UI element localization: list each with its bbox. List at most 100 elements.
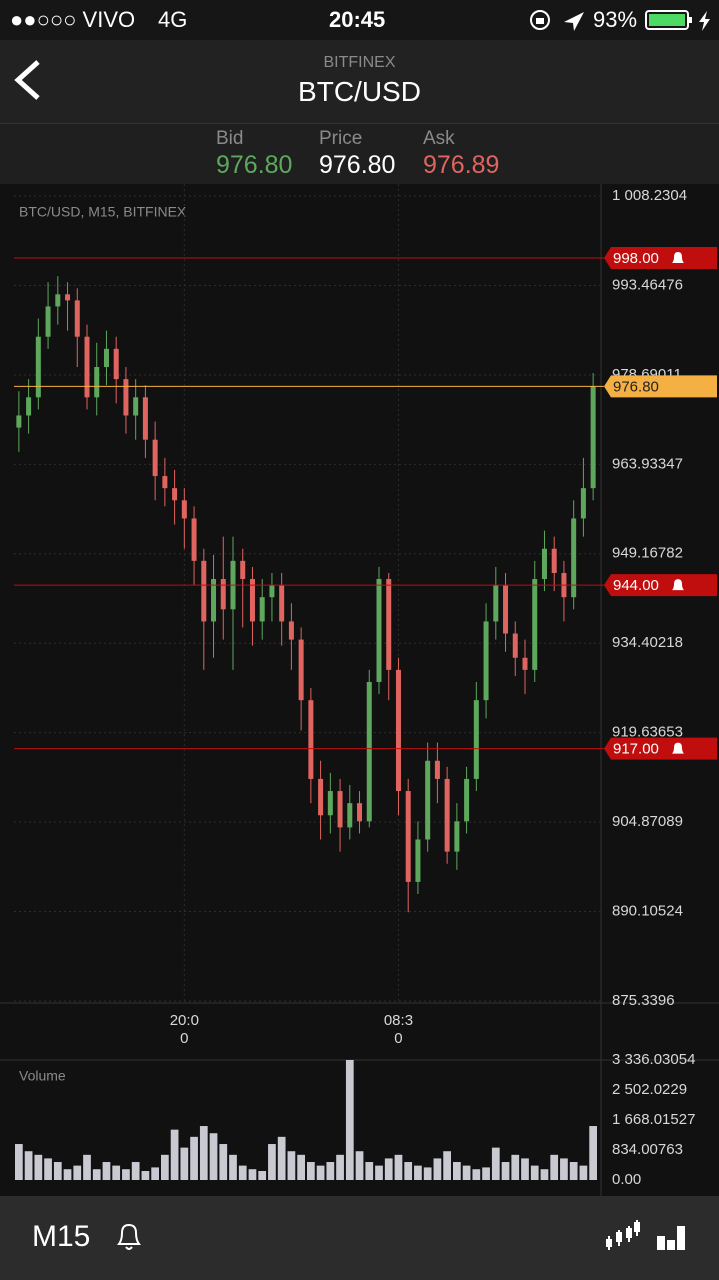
candle-body xyxy=(337,791,343,828)
y-tick-label: 2 502.0229 xyxy=(612,1081,687,1098)
candle-body xyxy=(35,336,41,398)
price: Price 976.80 xyxy=(319,128,395,180)
volume-bar xyxy=(15,1144,23,1180)
candle-body xyxy=(74,300,80,337)
volume-bar xyxy=(199,1126,208,1180)
volume-bar xyxy=(560,1158,568,1180)
candle-body xyxy=(172,488,178,501)
candle-body xyxy=(454,821,460,852)
candle-body xyxy=(181,500,187,519)
candle-body xyxy=(318,778,324,816)
volume-bar xyxy=(579,1165,588,1180)
volume-bar xyxy=(102,1162,111,1180)
volume-bar xyxy=(569,1162,578,1180)
price-tag-label: 917.00 xyxy=(613,741,659,758)
volume-bar xyxy=(404,1162,413,1180)
volume-bar xyxy=(248,1169,257,1180)
price-tag xyxy=(604,574,717,597)
price-tag xyxy=(604,375,717,398)
x-tick-label: 08:30 xyxy=(383,1012,414,1047)
nav-header: BITFINEX BTC/USD xyxy=(0,40,719,124)
volume-bar xyxy=(170,1129,179,1180)
volume-bar xyxy=(472,1169,481,1180)
volume-bar xyxy=(258,1171,267,1180)
y-tick-label: 963.93347 xyxy=(612,455,683,472)
volume-bar xyxy=(24,1151,33,1180)
volume-bar xyxy=(287,1151,296,1180)
candle-body xyxy=(415,839,421,882)
volume-bar xyxy=(345,1060,354,1180)
candle-body xyxy=(503,585,509,634)
y-tick-label: 1 008.2304 xyxy=(612,187,687,204)
battery-level: 93% xyxy=(593,7,638,32)
y-tick-label: 834.00763 xyxy=(612,1141,683,1158)
volume-bar xyxy=(326,1162,335,1180)
volume-bar xyxy=(141,1171,150,1180)
carrier: ●●○○○ VIVO xyxy=(10,7,136,32)
bid: Bid 976.80 xyxy=(216,128,292,180)
volume-bar xyxy=(44,1158,52,1180)
candle-body xyxy=(220,579,226,610)
candle-body xyxy=(434,760,440,779)
alert-icon xyxy=(672,742,684,754)
volume-bar xyxy=(268,1144,276,1180)
bid-value: 976.80 xyxy=(216,151,293,179)
y-tick-label: 1 668.01527 xyxy=(612,1111,695,1128)
volume-bar xyxy=(375,1165,383,1180)
candle-body xyxy=(298,639,304,701)
volume-bar xyxy=(384,1158,393,1180)
candle-body xyxy=(308,700,314,779)
candle-body xyxy=(249,579,255,622)
indicators-button[interactable] xyxy=(655,1222,687,1254)
candle-body xyxy=(357,803,363,822)
volume-bar xyxy=(83,1154,91,1180)
candle-body xyxy=(493,585,499,622)
battery-icon xyxy=(645,10,710,31)
volume-bar xyxy=(462,1165,471,1180)
volume-bar xyxy=(443,1151,451,1180)
price-tag-label: 944.00 xyxy=(613,577,659,594)
candle-body xyxy=(45,306,51,337)
chart-type-button[interactable] xyxy=(604,1218,644,1254)
volume-bar xyxy=(180,1147,189,1180)
volume-bar xyxy=(482,1167,490,1180)
network: 4G xyxy=(158,7,188,32)
candle-body xyxy=(512,633,518,658)
volume-bar xyxy=(229,1154,237,1180)
back-button[interactable] xyxy=(12,58,46,106)
candle-body xyxy=(103,348,109,368)
volume-bar xyxy=(316,1165,325,1180)
volume-bar xyxy=(122,1169,130,1180)
volume-bar xyxy=(530,1165,539,1180)
price-tag xyxy=(604,246,717,269)
ask: Ask 976.89 xyxy=(423,128,499,180)
price-tag-label: 976.80 xyxy=(613,378,659,395)
volume-bar xyxy=(73,1165,82,1180)
volume-bar xyxy=(433,1158,442,1180)
candle-body xyxy=(279,585,285,622)
bid-label: Bid xyxy=(216,128,244,149)
volume-bar xyxy=(521,1158,529,1180)
y-tick-label: 3 336.03054 xyxy=(612,1051,695,1068)
volume-bar xyxy=(219,1144,228,1180)
alert-button[interactable] xyxy=(112,1220,146,1254)
candle-body xyxy=(444,778,450,852)
volume-bar xyxy=(355,1151,364,1180)
y-tick-label: 919.63653 xyxy=(612,724,683,741)
candle-body xyxy=(473,700,479,779)
volume-bar xyxy=(414,1165,422,1180)
volume-bar xyxy=(131,1162,140,1180)
candle-body xyxy=(191,518,197,561)
price-tag-label: 998.00 xyxy=(613,250,659,267)
y-tick-label: 949.16782 xyxy=(612,545,683,562)
candle-body xyxy=(133,397,139,416)
candle-body xyxy=(386,579,392,670)
volume-bar xyxy=(540,1169,549,1180)
y-tick-label: 890.10524 xyxy=(612,903,683,920)
status-icons xyxy=(530,10,584,31)
timeframe[interactable]: M15 xyxy=(32,1220,91,1253)
candle-body xyxy=(240,560,246,580)
price-tag xyxy=(604,737,717,760)
candle-body xyxy=(152,439,158,477)
